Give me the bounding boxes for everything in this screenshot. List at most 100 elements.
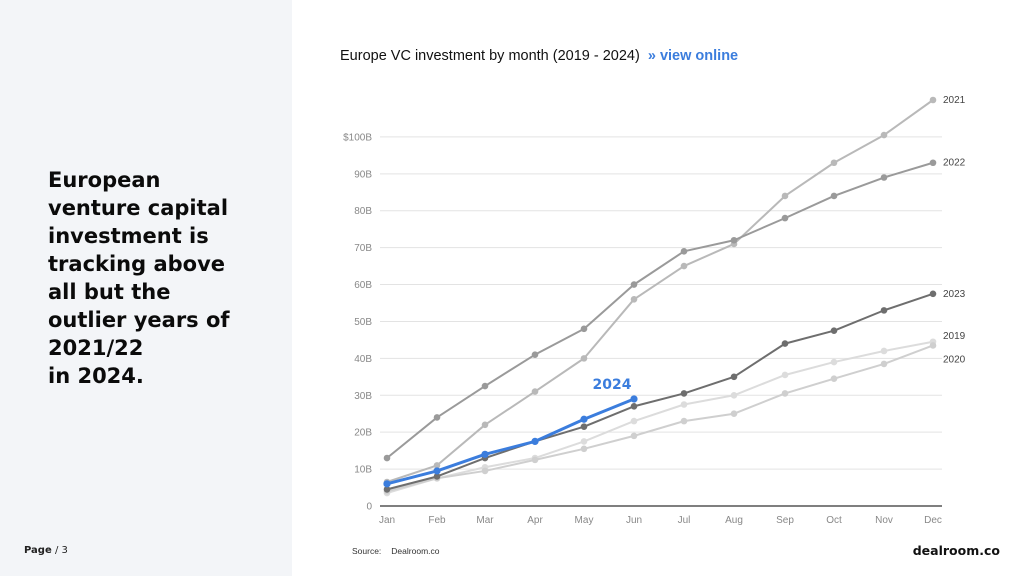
data-point-2019 xyxy=(830,358,838,366)
data-point-2022 xyxy=(383,454,391,462)
series-line-2020 xyxy=(386,344,934,493)
series-label-2023: 2023 xyxy=(943,289,966,300)
data-point-2023 xyxy=(433,473,441,480)
data-point-2022 xyxy=(481,382,489,390)
series-line-2021 xyxy=(386,99,934,484)
data-point-2024 xyxy=(481,450,489,458)
data-point-2021 xyxy=(830,159,838,167)
data-point-2023 xyxy=(830,327,838,334)
data-point-2020 xyxy=(880,360,888,368)
data-point-2019 xyxy=(880,347,888,355)
y-tick-label: 40B xyxy=(354,354,372,365)
y-tick-label: 50B xyxy=(354,317,372,328)
x-tick-label: Jul xyxy=(678,515,691,526)
view-online-link[interactable]: » view online xyxy=(647,48,739,64)
data-point-2020 xyxy=(730,410,738,418)
series-label-2021: 2021 xyxy=(943,95,966,106)
data-point-2021 xyxy=(680,262,688,270)
y-tick-label: 0 xyxy=(366,502,372,513)
page-label: Page xyxy=(24,545,52,556)
left-panel: European venture capital investment is t… xyxy=(0,0,292,576)
y-tick-label: 30B xyxy=(354,391,372,402)
data-point-2023 xyxy=(730,373,738,381)
data-point-2021 xyxy=(630,296,638,303)
data-point-2020 xyxy=(830,375,838,382)
headline: European venture capital investment is t… xyxy=(48,168,230,388)
data-point-2019 xyxy=(630,417,638,425)
data-point-2023 xyxy=(880,307,888,314)
series-line-2024 xyxy=(385,397,636,486)
x-tick-label: Sep xyxy=(776,515,794,526)
dealroom-logo: dealroom.co xyxy=(912,543,1000,558)
data-point-2023 xyxy=(929,290,937,298)
x-tick-label: Jun xyxy=(626,515,642,526)
series-label-2020: 2020 xyxy=(943,354,966,365)
data-point-2024 xyxy=(433,467,441,475)
data-point-2019 xyxy=(730,391,738,399)
y-tick-label: 70B xyxy=(354,243,372,254)
data-point-2021 xyxy=(433,462,441,469)
data-point-2022 xyxy=(580,325,588,333)
source-note: Source: Dealroom.co xyxy=(352,546,439,556)
y-tick-label: 10B xyxy=(354,465,372,476)
data-point-2022 xyxy=(880,174,888,181)
source-label: Source: xyxy=(352,546,382,556)
data-point-2024 xyxy=(630,395,638,403)
x-tick-label: Dec xyxy=(924,515,942,526)
data-point-2021 xyxy=(781,192,789,200)
series-line-2022 xyxy=(386,161,934,460)
x-tick-label: Jan xyxy=(379,515,395,526)
source-value: Dealroom.co xyxy=(391,546,440,556)
data-point-2020 xyxy=(781,390,789,397)
data-point-2019 xyxy=(781,371,789,379)
series-label-2019: 2019 xyxy=(943,331,966,342)
data-point-2020 xyxy=(481,467,489,475)
data-point-2022 xyxy=(830,192,838,200)
y-tick-label: 90B xyxy=(354,169,372,180)
data-point-2022 xyxy=(929,159,937,167)
data-point-2023 xyxy=(580,423,588,430)
x-tick-label: May xyxy=(575,515,594,526)
data-point-2021 xyxy=(531,388,539,395)
x-tick-label: Oct xyxy=(826,515,842,526)
data-point-2021 xyxy=(880,131,888,139)
x-tick-label: Aug xyxy=(725,515,743,526)
y-tick-label: 60B xyxy=(354,280,372,291)
chart-title: Europe VC investment by month (2019 - 20… xyxy=(340,48,738,64)
data-point-2022 xyxy=(781,214,789,222)
data-point-2022 xyxy=(531,351,539,358)
data-point-2021 xyxy=(481,421,489,429)
series-line-2019 xyxy=(386,340,934,495)
data-point-2022 xyxy=(680,248,688,255)
page-number: Page / 3 xyxy=(24,545,68,556)
y-tick-label: $100B xyxy=(343,132,372,143)
data-point-2021 xyxy=(580,355,588,362)
data-point-2020 xyxy=(680,417,688,425)
data-point-2024 xyxy=(580,415,588,423)
chart-title-text: Europe VC investment by month (2019 - 20… xyxy=(340,48,640,64)
data-point-2023 xyxy=(630,403,638,410)
data-point-2020 xyxy=(929,342,937,349)
series-line-2023 xyxy=(386,292,934,491)
y-tick-label: 20B xyxy=(354,428,372,439)
data-point-2020 xyxy=(630,432,638,440)
data-point-2023 xyxy=(680,390,688,397)
page-count: / 3 xyxy=(54,545,68,556)
data-point-2023 xyxy=(781,340,789,347)
series-label-2024: 2024 xyxy=(593,377,632,393)
x-tick-label: Mar xyxy=(476,515,494,526)
data-point-2024 xyxy=(531,437,539,446)
data-point-2019 xyxy=(680,401,688,408)
data-point-2022 xyxy=(730,236,738,244)
data-point-2020 xyxy=(531,456,539,464)
data-point-2019 xyxy=(580,438,588,445)
data-point-2021 xyxy=(929,96,937,104)
data-point-2020 xyxy=(580,445,588,453)
data-point-2022 xyxy=(630,281,638,288)
x-tick-label: Apr xyxy=(527,515,543,526)
x-tick-label: Nov xyxy=(875,515,893,526)
data-point-2024 xyxy=(383,480,391,488)
x-tick-label: Feb xyxy=(428,515,446,526)
series-label-2022: 2022 xyxy=(943,158,966,169)
